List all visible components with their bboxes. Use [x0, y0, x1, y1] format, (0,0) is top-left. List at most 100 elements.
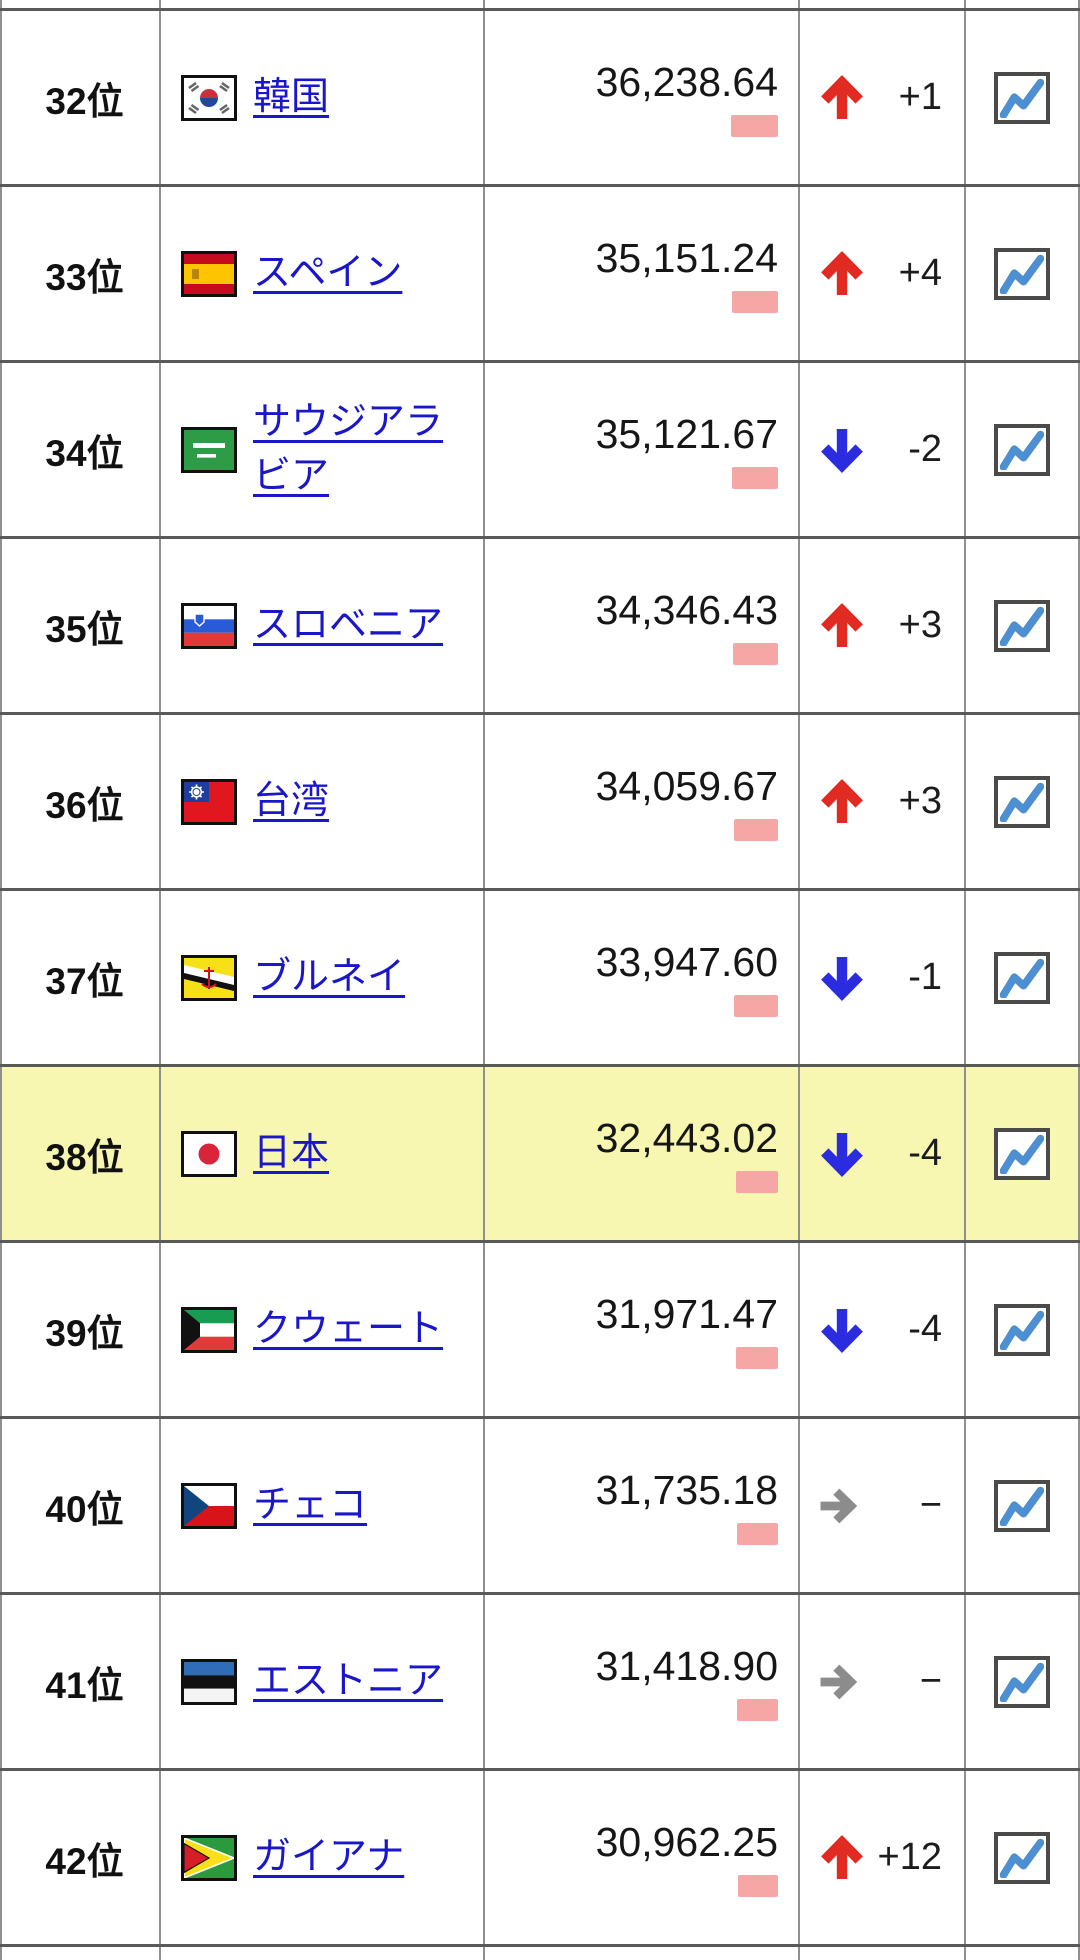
line-chart-icon	[994, 775, 1050, 828]
country-link[interactable]: クウェート	[253, 1307, 444, 1350]
table-row: 37位 ブルネイ 33,947.60 -1	[0, 891, 1080, 1067]
country-flag-icon	[181, 1130, 237, 1177]
value-bar	[733, 642, 778, 665]
country-flag-icon	[181, 74, 237, 121]
value-cell: 34,346.43	[485, 539, 800, 712]
country-link[interactable]: エストニア	[253, 1659, 444, 1702]
table-row: 38位 日本 32,443.02 -4	[0, 1067, 1080, 1243]
change-label: -4	[908, 1132, 942, 1174]
chart-cell	[966, 1771, 1080, 1944]
country-link[interactable]: ブルネイ	[253, 955, 406, 998]
country-link[interactable]: 韓国	[253, 75, 330, 118]
rank-cell	[0, 1947, 161, 1960]
rank-cell: 32位	[0, 11, 161, 184]
country-cell: ブルネイ	[161, 891, 485, 1064]
line-chart-icon	[994, 1831, 1050, 1884]
country-flag-icon	[181, 1482, 237, 1529]
country-cell	[161, 1947, 485, 1960]
change-label: +12	[877, 1836, 942, 1878]
country-flag-icon	[181, 426, 237, 473]
rank-cell: 33位	[0, 187, 161, 360]
country-link[interactable]: スペイン	[253, 251, 403, 294]
country-link[interactable]: サウジアラビア	[253, 400, 444, 497]
rank-label: 34位	[45, 432, 124, 474]
line-chart-icon	[994, 247, 1050, 300]
trend-chart-link[interactable]	[994, 1127, 1050, 1180]
value-cell: 35,121.67	[485, 363, 800, 536]
change-cell	[800, 0, 966, 8]
line-chart-icon	[994, 599, 1050, 652]
value-label: 35,121.67	[595, 410, 778, 457]
trend-chart-link[interactable]	[994, 1655, 1050, 1708]
table-row: 33位 スペイン 35,151.24 +4	[0, 187, 1080, 363]
rank-cell: 41位	[0, 1595, 161, 1768]
change-cell: −	[800, 1419, 966, 1592]
chart-cell	[966, 1067, 1080, 1240]
change-cell: -4	[800, 1243, 966, 1416]
trend-chart-link[interactable]	[994, 1303, 1050, 1356]
change-label: -4	[908, 1308, 942, 1350]
country-cell	[161, 0, 485, 8]
rank-label: 32位	[45, 80, 124, 122]
value-label: 35,151.24	[595, 234, 778, 281]
chart-cell	[966, 187, 1080, 360]
change-cell: +1	[800, 11, 966, 184]
rank-cell: 37位	[0, 891, 161, 1064]
chart-cell	[966, 891, 1080, 1064]
line-chart-icon	[994, 951, 1050, 1004]
value-label: 32,443.02	[595, 1114, 778, 1161]
rank-cell: 35位	[0, 539, 161, 712]
value-label: 31,735.18	[595, 1466, 778, 1513]
line-chart-icon	[994, 1479, 1050, 1532]
country-cell: 台湾	[161, 715, 485, 888]
rank-cell: 40位	[0, 1419, 161, 1592]
table-row: 42位 ガイアナ 30,962.25 +12	[0, 1771, 1080, 1947]
country-cell: 韓国	[161, 11, 485, 184]
table-row: 40位 チェコ 31,735.18 −	[0, 1419, 1080, 1595]
change-label: +3	[898, 780, 942, 822]
down-arrow-icon	[818, 954, 866, 1002]
trend-chart-link[interactable]	[994, 1479, 1050, 1532]
country-link[interactable]: スロベニア	[253, 603, 444, 646]
chart-cell	[966, 1947, 1080, 1960]
chart-cell	[966, 11, 1080, 184]
change-label: +1	[898, 76, 942, 118]
table-row: 35位 スロベニア 34,346.43 +3	[0, 539, 1080, 715]
down-arrow-icon	[818, 426, 866, 474]
country-link[interactable]: チェコ	[253, 1483, 368, 1526]
value-cell: 32,443.02	[485, 1067, 800, 1240]
value-bar	[737, 1698, 778, 1721]
trend-chart-link[interactable]	[994, 1831, 1050, 1884]
table-row: 34位 サウジアラビア 35,121.67 -2	[0, 363, 1080, 539]
chart-cell	[966, 363, 1080, 536]
value-cell	[485, 1947, 800, 1960]
change-label: −	[919, 1660, 942, 1702]
country-cell: クウェート	[161, 1243, 485, 1416]
trend-chart-link[interactable]	[994, 423, 1050, 476]
country-cell: ガイアナ	[161, 1771, 485, 1944]
value-cell: 34,059.67	[485, 715, 800, 888]
country-link[interactable]: ガイアナ	[253, 1835, 405, 1878]
line-chart-icon	[994, 71, 1050, 124]
change-cell: +3	[800, 715, 966, 888]
up-arrow-icon	[818, 1834, 866, 1882]
country-link[interactable]: 台湾	[253, 779, 330, 822]
value-cell: 31,418.90	[485, 1595, 800, 1768]
trend-chart-link[interactable]	[994, 599, 1050, 652]
change-cell: -2	[800, 363, 966, 536]
change-label: -1	[908, 956, 942, 998]
country-cell: 日本	[161, 1067, 485, 1240]
change-cell: +4	[800, 187, 966, 360]
table-row: 32位 韓国 36,238.64 +1	[0, 11, 1080, 187]
trend-chart-link[interactable]	[994, 775, 1050, 828]
trend-chart-link[interactable]	[994, 951, 1050, 1004]
change-label: -2	[908, 428, 942, 470]
change-cell: -4	[800, 1067, 966, 1240]
trend-chart-link[interactable]	[994, 71, 1050, 124]
country-link[interactable]: 日本	[253, 1131, 330, 1174]
table-continuation-top	[0, 0, 1080, 11]
trend-chart-link[interactable]	[994, 247, 1050, 300]
line-chart-icon	[994, 423, 1050, 476]
country-cell: サウジアラビア	[161, 363, 485, 536]
